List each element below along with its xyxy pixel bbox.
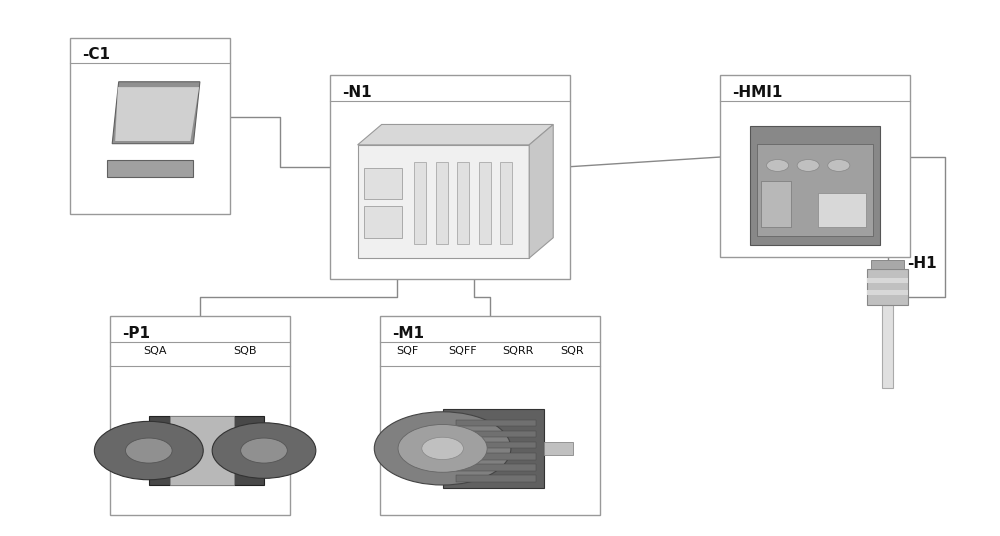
Bar [544, 442, 573, 455]
Text: SQF: SQF [396, 346, 419, 356]
Ellipse shape [84, 78, 217, 183]
Bar [867, 289, 908, 295]
Bar [364, 167, 402, 199]
Bar [500, 162, 512, 244]
Bar [867, 278, 908, 284]
Bar [456, 420, 536, 426]
Bar [330, 75, 570, 279]
Circle shape [94, 421, 203, 480]
Circle shape [422, 437, 463, 459]
Bar [70, 38, 230, 214]
Bar [757, 144, 873, 236]
Circle shape [767, 160, 789, 172]
Bar [358, 145, 529, 258]
Circle shape [125, 438, 172, 463]
Polygon shape [112, 82, 200, 144]
Bar [107, 160, 193, 177]
Bar [170, 416, 234, 485]
Circle shape [828, 160, 850, 172]
Bar [456, 453, 536, 459]
Bar [761, 181, 791, 227]
Bar [443, 408, 544, 488]
Text: SQR: SQR [561, 346, 584, 356]
Bar [867, 269, 908, 305]
Bar [750, 126, 880, 245]
Circle shape [398, 425, 487, 472]
Text: SQRR: SQRR [502, 346, 533, 356]
Bar [882, 305, 893, 388]
Text: -C1: -C1 [82, 47, 110, 62]
Bar [456, 464, 536, 471]
Circle shape [797, 160, 819, 172]
Text: SQA: SQA [143, 346, 167, 356]
Circle shape [374, 412, 511, 485]
Bar [436, 162, 448, 244]
Bar [149, 416, 264, 485]
Circle shape [241, 438, 287, 463]
Polygon shape [115, 87, 199, 141]
Bar [117, 443, 149, 458]
Bar [364, 206, 402, 237]
Bar [456, 475, 536, 482]
Bar [456, 431, 536, 437]
Bar [110, 316, 290, 515]
Bar [479, 162, 491, 244]
Circle shape [101, 442, 132, 459]
Bar [414, 162, 426, 244]
Text: SQFF: SQFF [448, 346, 477, 356]
Polygon shape [358, 124, 553, 145]
Bar [818, 193, 866, 227]
Ellipse shape [101, 92, 199, 169]
Bar [871, 260, 904, 269]
Ellipse shape [116, 103, 184, 157]
Text: -M1: -M1 [392, 326, 424, 341]
Polygon shape [529, 124, 553, 258]
Text: SQB: SQB [233, 346, 257, 356]
Bar [457, 162, 469, 244]
Text: -N1: -N1 [342, 85, 372, 100]
Text: -H1: -H1 [907, 256, 937, 271]
Bar [456, 442, 536, 449]
Text: -HMI1: -HMI1 [732, 85, 782, 100]
Text: -P1: -P1 [122, 326, 150, 341]
Circle shape [212, 423, 316, 478]
Bar [720, 75, 910, 257]
Bar [380, 316, 600, 515]
